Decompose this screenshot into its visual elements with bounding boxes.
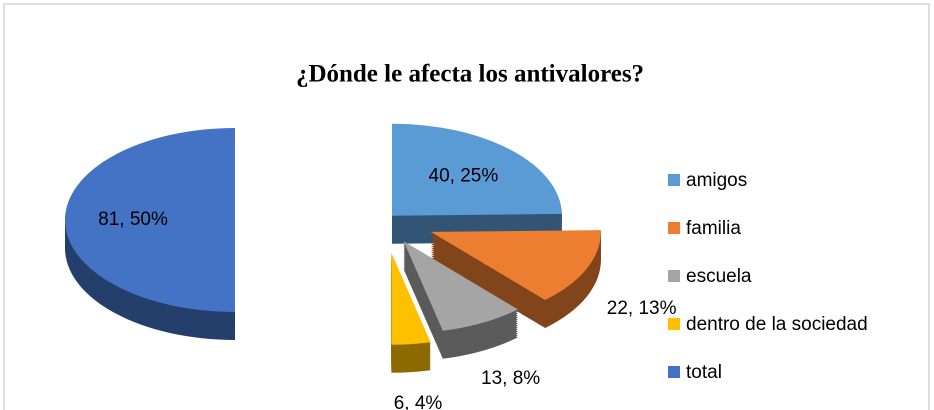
data-label: 6, 4% — [394, 393, 443, 410]
slice — [392, 123, 562, 216]
slice — [430, 230, 601, 301]
legend-swatch — [668, 222, 680, 234]
legend-label: dentro de la sociedad — [686, 314, 868, 335]
legend-label: total — [686, 362, 722, 383]
legend-swatch — [668, 366, 680, 378]
legend-label: amigos — [686, 170, 747, 191]
data-label: 81, 50% — [98, 209, 168, 230]
legend-label: escuela — [686, 266, 752, 287]
chart-title: ¿Dónde le afecta los antivalores? — [296, 61, 644, 88]
legend-swatch — [668, 318, 680, 330]
slice — [65, 128, 235, 312]
data-label: 40, 25% — [429, 165, 499, 186]
data-label: 13, 8% — [481, 368, 540, 389]
legend-swatch — [668, 174, 680, 186]
legend-swatch — [668, 270, 680, 282]
slice — [391, 252, 431, 345]
data-label: 22, 13% — [607, 298, 677, 319]
legend-label: familia — [686, 218, 741, 239]
slice — [403, 241, 518, 331]
